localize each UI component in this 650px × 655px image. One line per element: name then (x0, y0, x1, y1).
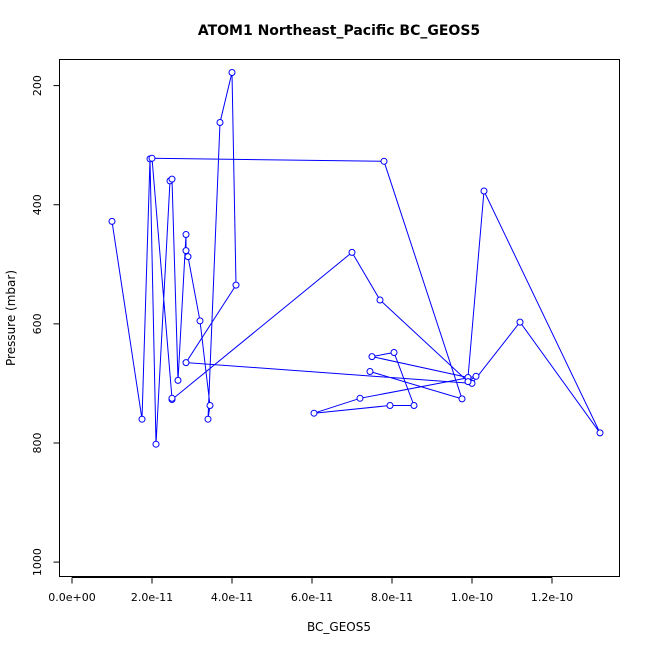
data-point (310, 409, 318, 417)
data-point (386, 402, 394, 409)
x-tick-label: 6.0e-11 (291, 591, 333, 604)
data-point (376, 296, 384, 304)
data-point (390, 349, 398, 356)
data-point (368, 353, 376, 361)
data-point (480, 187, 488, 195)
data-point (196, 317, 204, 325)
data-point (182, 247, 190, 255)
data-point (356, 394, 364, 402)
data-point (148, 154, 156, 162)
data-point (410, 402, 418, 409)
data-point (108, 217, 116, 225)
chart-title: ATOM1 Northeast_Pacific BC_GEOS5 (198, 23, 480, 39)
x-axis-label: BC_GEOS5 (307, 620, 371, 634)
data-point (596, 429, 604, 437)
data-point (232, 281, 240, 289)
data-point (216, 119, 224, 126)
data-point (182, 231, 190, 238)
data-point (184, 253, 192, 261)
data-point (204, 415, 212, 423)
x-tick-label: 1.0e-10 (451, 591, 493, 604)
data-point (464, 378, 472, 386)
y-axis: 200 400 600 800 1000 (31, 75, 60, 576)
y-tick-label: 1000 (31, 548, 44, 576)
data-point (206, 402, 214, 409)
y-tick-label: 600 (31, 313, 44, 334)
data-point (182, 359, 190, 367)
data-point (458, 395, 466, 403)
data-point (168, 394, 176, 402)
data-point (138, 415, 146, 423)
data-point (152, 440, 160, 448)
data-point (174, 376, 182, 384)
y-axis-label: Pressure (mbar) (4, 270, 18, 366)
data-point (380, 157, 388, 165)
data-point (228, 69, 236, 76)
data-point (472, 372, 480, 380)
data-point (516, 318, 524, 326)
y-tick-label: 200 (31, 75, 44, 96)
data-point (168, 175, 176, 183)
x-tick-label: 8.0e-11 (371, 591, 413, 604)
x-tick-label: 2.0e-11 (131, 591, 173, 604)
x-axis: 0.0e+00 2.0e-11 4.0e-11 6.0e-11 8.0e-11 1.0e-… (48, 577, 573, 604)
data-point (366, 368, 374, 375)
x-tick-label: 4.0e-11 (211, 591, 253, 604)
x-tick-label: 0.0e+00 (48, 591, 95, 604)
series-line (111, 72, 601, 445)
data-point (348, 248, 356, 256)
series-group (108, 69, 604, 448)
y-tick-label: 800 (31, 432, 44, 453)
y-tick-label: 400 (31, 194, 44, 215)
x-tick-label: 1.2e-10 (531, 591, 573, 604)
